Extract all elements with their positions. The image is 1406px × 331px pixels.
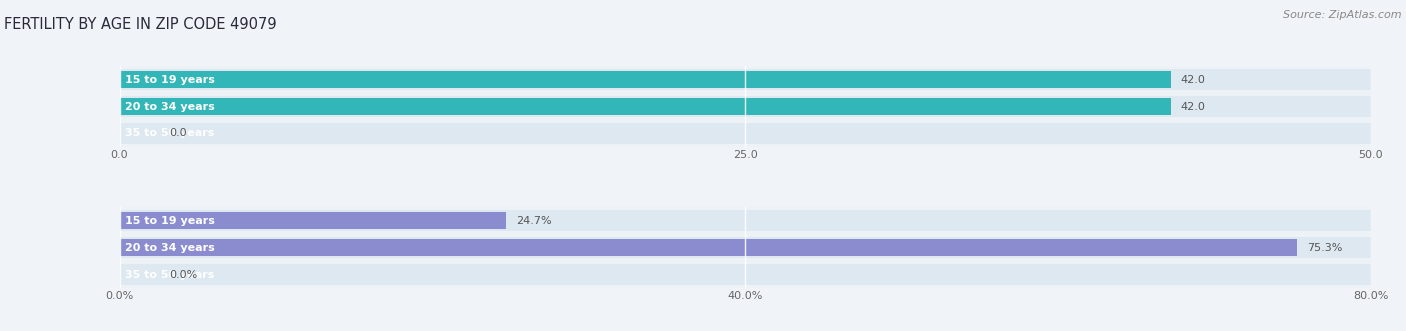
Text: 0.0: 0.0: [170, 128, 187, 138]
Bar: [120, 239, 1298, 256]
Text: 35 to 50 years: 35 to 50 years: [125, 269, 214, 279]
Bar: [120, 213, 506, 229]
Text: 35 to 50 years: 35 to 50 years: [125, 128, 214, 138]
Bar: [120, 71, 1171, 88]
Text: 0.0%: 0.0%: [170, 269, 198, 279]
Text: 24.7%: 24.7%: [516, 216, 551, 226]
Text: 75.3%: 75.3%: [1308, 243, 1343, 253]
Bar: [120, 96, 1371, 117]
Bar: [120, 98, 1171, 115]
Bar: [120, 211, 1371, 231]
Bar: [120, 123, 1371, 144]
Bar: [120, 264, 1371, 285]
Text: 20 to 34 years: 20 to 34 years: [125, 243, 214, 253]
Bar: [120, 69, 1371, 90]
Bar: [120, 237, 1371, 258]
Text: FERTILITY BY AGE IN ZIP CODE 49079: FERTILITY BY AGE IN ZIP CODE 49079: [4, 17, 277, 31]
Text: 15 to 19 years: 15 to 19 years: [125, 75, 214, 85]
Text: 42.0: 42.0: [1181, 102, 1205, 112]
Text: 15 to 19 years: 15 to 19 years: [125, 216, 214, 226]
Text: 20 to 34 years: 20 to 34 years: [125, 102, 214, 112]
Text: 42.0: 42.0: [1181, 75, 1205, 85]
Text: Source: ZipAtlas.com: Source: ZipAtlas.com: [1284, 10, 1402, 20]
